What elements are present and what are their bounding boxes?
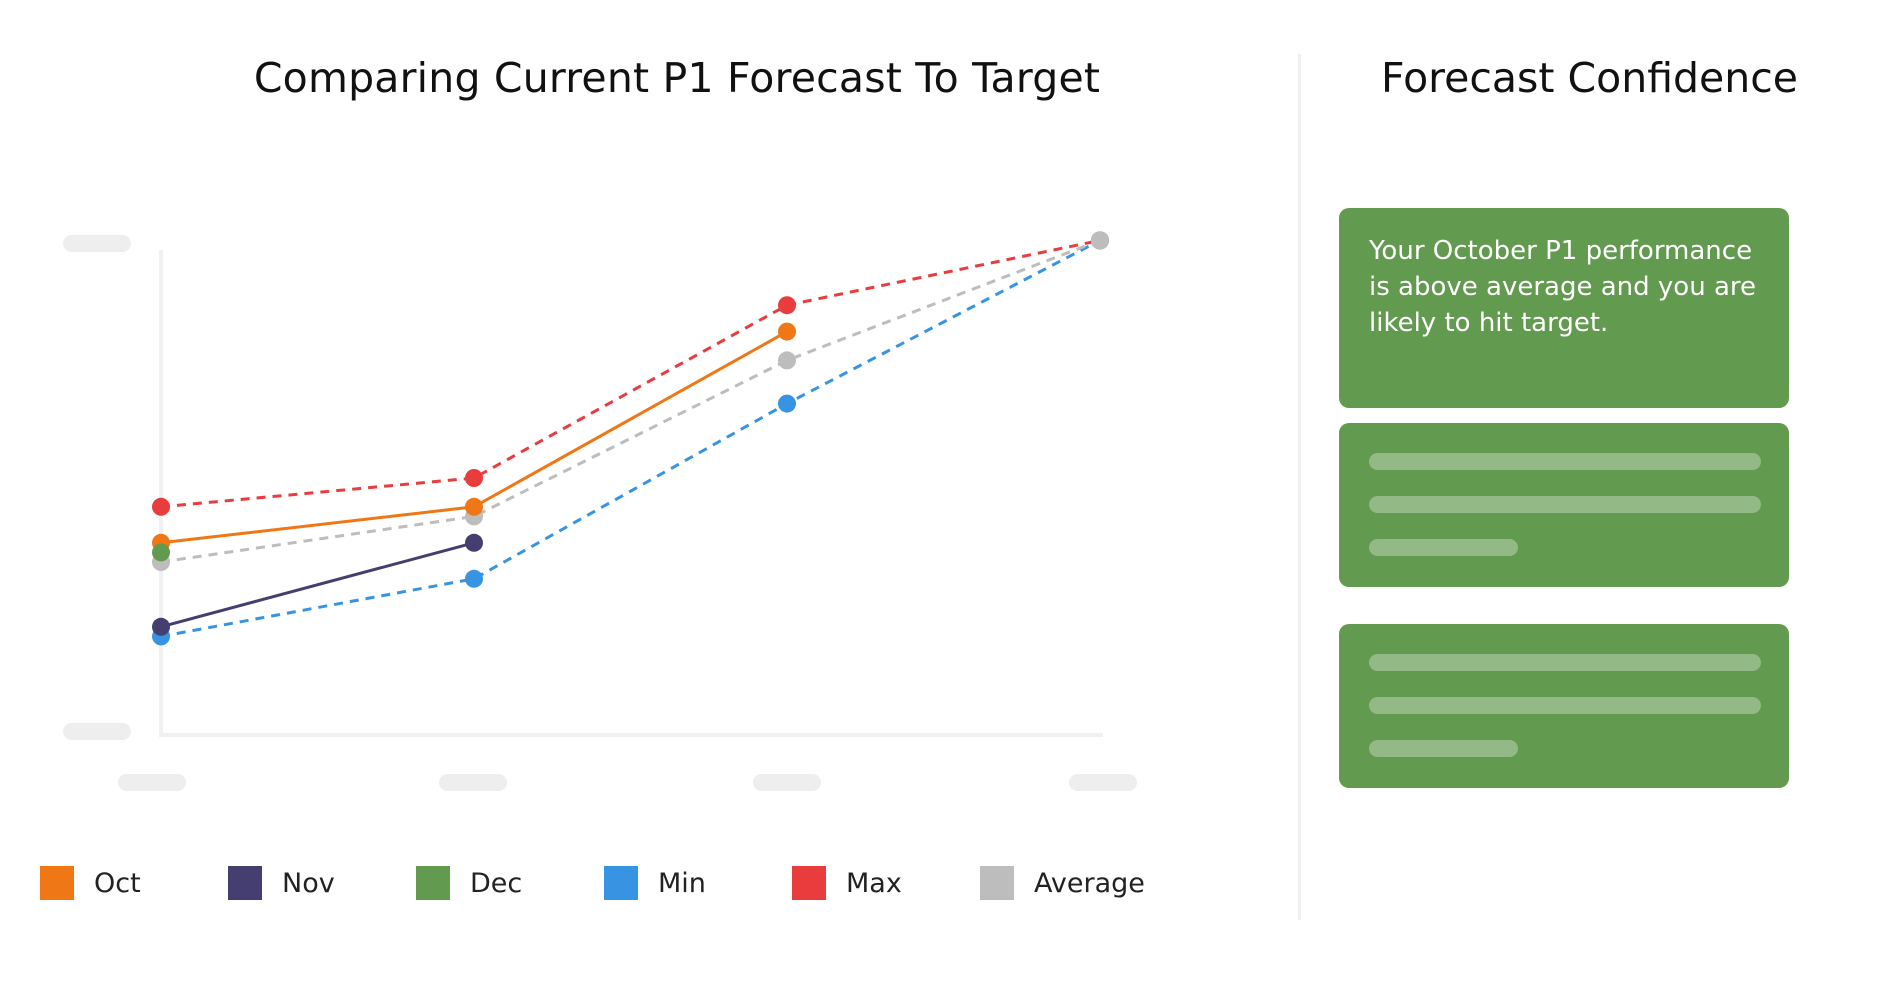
x-tick-label-placeholder: [439, 774, 507, 791]
data-point-oct: [778, 322, 796, 341]
series-line-min: [160, 239, 1101, 638]
data-point-dec: [152, 543, 170, 562]
x-tick-label-placeholder: [1069, 774, 1137, 791]
data-point-min: [465, 569, 483, 588]
legend-item-oct: Oct: [40, 865, 141, 901]
data-point-average: [1091, 231, 1109, 250]
legend-label: Dec: [470, 867, 523, 899]
x-tick-label-placeholder: [753, 774, 821, 791]
legend-label: Min: [658, 867, 706, 899]
confidence-message: Your October P1 performance is above ave…: [1369, 236, 1756, 338]
chart-title: Comparing Current P1 Forecast To Target: [253, 54, 1101, 102]
y-tick-label-placeholder: [63, 235, 131, 252]
skeleton-line: [1369, 654, 1761, 671]
data-point-max: [152, 497, 170, 516]
panel-divider: [1298, 54, 1301, 920]
legend-swatch: [792, 866, 826, 900]
legend-label: Nov: [282, 867, 335, 899]
legend-label: Max: [846, 867, 902, 899]
skeleton-line: [1369, 496, 1761, 513]
confidence-message-card: Your October P1 performance is above ave…: [1339, 208, 1789, 408]
series-line-max: [160, 238, 1101, 509]
y-tick-label-placeholder: [63, 723, 131, 740]
legend-swatch: [980, 866, 1014, 900]
skeleton-line: [1369, 453, 1761, 470]
data-point-average: [778, 351, 796, 370]
legend-swatch: [416, 866, 450, 900]
legend-item-max: Max: [792, 865, 902, 901]
legend-item-dec: Dec: [416, 865, 522, 901]
data-point-oct: [465, 497, 483, 516]
legend-item-average: Average: [980, 865, 1145, 901]
skeleton-line: [1369, 740, 1518, 757]
data-point-min: [778, 394, 796, 413]
chart-legend: Oct Nov Dec Min Max Average: [40, 865, 1240, 901]
skeleton-line: [1369, 697, 1761, 714]
legend-label: Average: [1034, 867, 1145, 899]
data-point-nov: [152, 617, 170, 636]
legend-item-min: Min: [604, 865, 706, 901]
legend-swatch: [228, 866, 262, 900]
legend-swatch: [40, 866, 74, 900]
placeholder-card: [1339, 423, 1789, 587]
series-line-average: [160, 238, 1101, 564]
placeholder-card: [1339, 624, 1789, 788]
legend-item-nov: Nov: [228, 865, 335, 901]
legend-label: Oct: [94, 867, 141, 899]
series-line-nov: [160, 541, 475, 629]
x-tick-label-placeholder: [118, 774, 186, 791]
data-point-max: [778, 296, 796, 315]
legend-swatch: [604, 866, 638, 900]
data-point-max: [465, 469, 483, 487]
data-point-nov: [465, 533, 483, 552]
skeleton-line: [1369, 539, 1518, 556]
forecast-confidence-title: Forecast Confidence: [1380, 54, 1799, 102]
